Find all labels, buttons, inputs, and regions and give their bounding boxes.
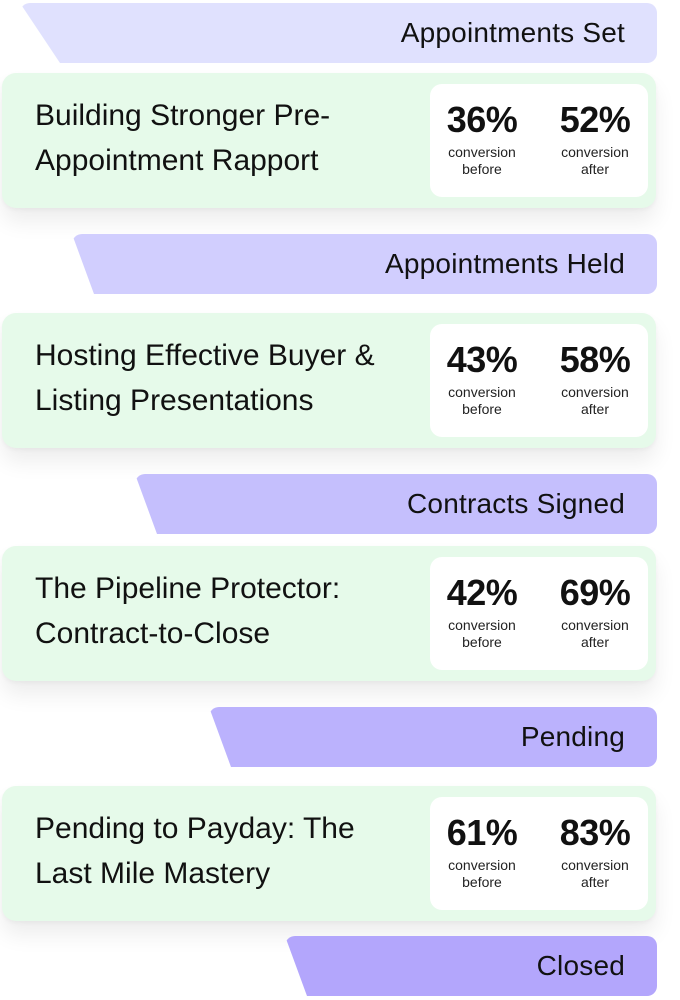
before-value: 43% [446, 339, 518, 380]
stage-appointments-held: Appointments Held [72, 234, 657, 294]
conversion-stats: 43% conversion before 58% conversion aft… [430, 324, 648, 437]
after-value: 52% [559, 99, 631, 140]
stat-after: 69% conversion after [543, 569, 647, 651]
stage-label: Pending [520, 721, 625, 752]
card-title: Building Stronger Pre-Appointment Rappor… [35, 99, 331, 177]
module-card-presentations: Hosting Effective Buyer & Listing Presen… [2, 313, 656, 448]
stat-before: 36% conversion before [430, 96, 534, 178]
stage-closed: Closed [285, 936, 657, 996]
after-value: 69% [559, 572, 631, 613]
stat-after: 58% conversion after [543, 336, 647, 418]
before-caption: conversion before [448, 144, 516, 177]
after-caption: conversion after [561, 617, 629, 650]
before-caption: conversion before [448, 617, 516, 650]
card-title: Pending to Payday: The Last Mile Mastery [35, 812, 355, 890]
stage-label: Closed [536, 950, 625, 981]
after-caption: conversion after [561, 384, 629, 417]
stage-appointments-set: Appointments Set [20, 3, 657, 63]
stat-before: 43% conversion before [430, 336, 534, 418]
stat-after: 52% conversion after [543, 96, 647, 178]
after-value: 58% [559, 339, 631, 380]
before-value: 36% [446, 99, 518, 140]
conversion-stats: 36% conversion before 52% conversion aft… [430, 84, 648, 197]
after-caption: conversion after [561, 857, 629, 890]
before-caption: conversion before [448, 384, 516, 417]
before-value: 61% [446, 812, 518, 853]
after-caption: conversion after [561, 144, 629, 177]
before-caption: conversion before [448, 857, 516, 890]
stat-before: 61% conversion before [430, 809, 534, 891]
stat-after: 83% conversion after [543, 809, 647, 891]
card-title: The Pipeline Protector: Contract-to-Clos… [35, 572, 341, 650]
after-value: 83% [559, 812, 631, 853]
stat-before: 42% conversion before [430, 569, 534, 651]
before-value: 42% [446, 572, 518, 613]
stage-label: Appointments Held [385, 248, 625, 279]
stage-contracts-signed: Contracts Signed [135, 474, 657, 534]
conversion-stats: 61% conversion before 83% conversion aft… [430, 797, 648, 910]
module-card-pending-to-payday: Pending to Payday: The Last Mile Mastery… [2, 786, 656, 921]
stage-label: Contracts Signed [407, 488, 625, 519]
conversion-stats: 42% conversion before 69% conversion aft… [430, 557, 648, 670]
stage-pending: Pending [209, 707, 657, 767]
stage-label: Appointments Set [400, 17, 625, 48]
module-card-pipeline-protector: The Pipeline Protector: Contract-to-Clos… [2, 546, 656, 681]
module-card-rapport: Building Stronger Pre-Appointment Rappor… [2, 73, 656, 208]
card-title: Hosting Effective Buyer & Listing Presen… [35, 339, 375, 417]
